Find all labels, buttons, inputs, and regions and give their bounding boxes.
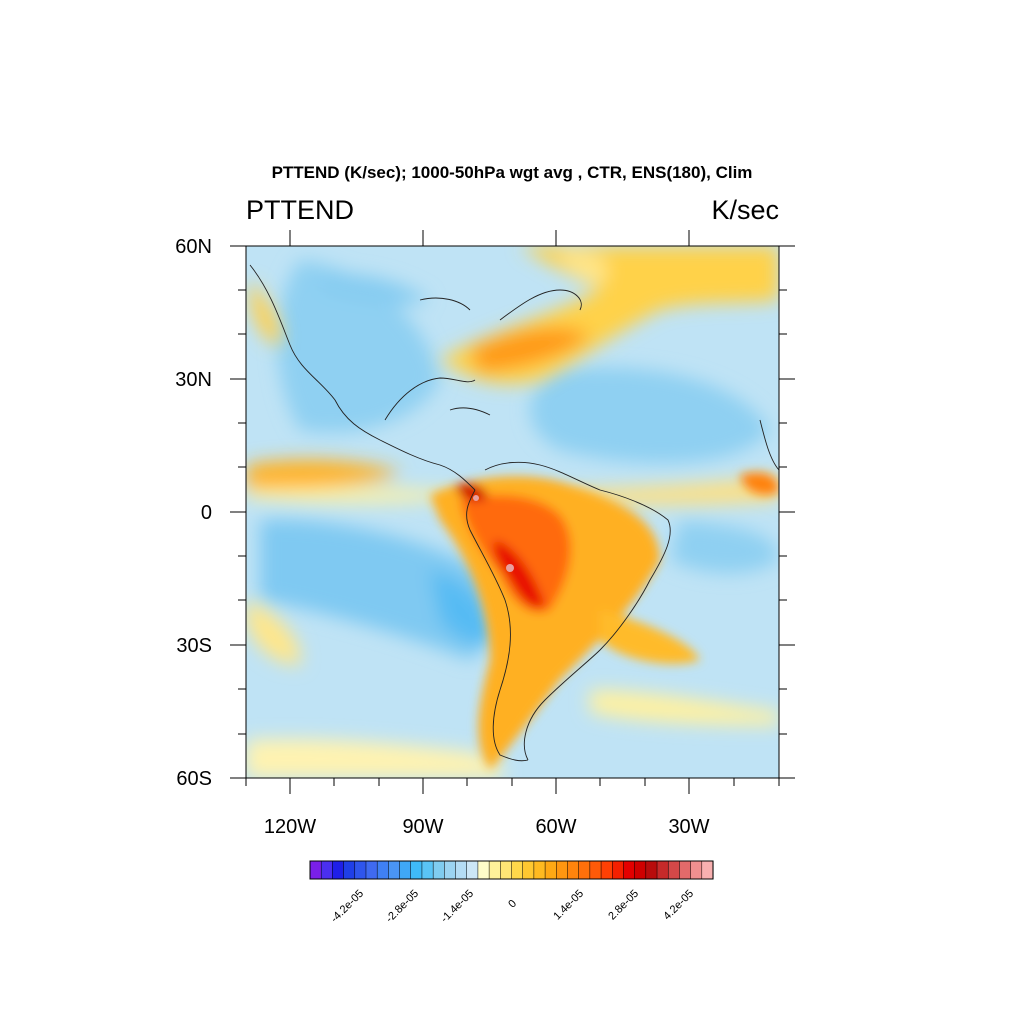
colorbar-box	[477, 860, 490, 880]
lon-labels: 120W 90W 60W 30W	[264, 816, 710, 838]
positive-regions	[246, 246, 779, 778]
peak-marker	[473, 495, 479, 501]
colorbar-box	[589, 860, 602, 880]
lat-label-60n: 60N	[175, 236, 212, 258]
lat-label-eq: 0	[201, 502, 212, 524]
colorbar-box	[309, 860, 322, 880]
colorbar-box	[544, 860, 557, 880]
colorbar-box	[656, 860, 669, 880]
colorbar-box	[455, 860, 468, 880]
colorbar-box	[432, 860, 445, 880]
colorbar-box	[488, 860, 501, 880]
lon-label-90w: 90W	[402, 816, 443, 838]
negative-regions	[260, 260, 779, 660]
colorbar-box	[500, 860, 513, 880]
colorbar-box	[466, 860, 479, 880]
lon-label-60w: 60W	[535, 816, 576, 838]
colorbar-box	[354, 860, 367, 880]
right-string: K/sec	[711, 195, 779, 225]
colorbar-label: -4.2e-05	[329, 888, 366, 925]
frame-ticks	[230, 230, 795, 794]
colorbar-label: 1.4e-05	[551, 888, 586, 923]
colorbar-labels: -4.2e-05 -2.8e-05 -1.4e-05 0 1.4e-05 2.8…	[329, 888, 696, 925]
colorbar-frame	[309, 860, 714, 880]
colorbar-box	[320, 860, 333, 880]
colorbar-label: -1.4e-05	[439, 888, 476, 925]
colorbar-box	[522, 860, 535, 880]
colorbar-box	[645, 860, 658, 880]
colorbar-box	[600, 860, 613, 880]
lat-label-30n: 30N	[175, 369, 212, 391]
colorbar-box	[376, 860, 389, 880]
map-field	[246, 246, 779, 778]
left-string: PTTEND	[246, 195, 354, 225]
colorbar-label: 2.8e-05	[606, 888, 641, 923]
colorbar-box	[410, 860, 423, 880]
colorbar-box	[399, 860, 412, 880]
colorbar-box	[634, 860, 647, 880]
colorbar-box	[332, 860, 345, 880]
colorbar-box	[365, 860, 378, 880]
colorbar-box	[444, 860, 457, 880]
map-frame	[230, 230, 795, 794]
colorbar-box	[343, 860, 356, 880]
lon-label-30w: 30W	[668, 816, 709, 838]
lat-label-30s: 30S	[176, 635, 212, 657]
colorbar-box	[679, 860, 692, 880]
south-america-heating	[430, 472, 779, 770]
lat-labels: 60N 30N 0 30S 60S	[175, 236, 212, 790]
colorbar-box	[567, 860, 580, 880]
colorbar-box	[701, 860, 714, 880]
colorbar-box	[667, 860, 680, 880]
colorbar-box	[623, 860, 636, 880]
lon-label-120w: 120W	[264, 816, 316, 838]
colorbar-box	[612, 860, 624, 880]
colorbar-box	[388, 860, 401, 880]
colorbar-label: 4.2e-05	[661, 888, 696, 923]
coastlines	[249, 264, 779, 762]
colorbar-label: 0	[506, 898, 519, 911]
colorbar-box	[421, 860, 434, 880]
colorbar-box	[533, 860, 546, 880]
colorbar-box	[511, 860, 524, 880]
lat-label-60s: 60S	[176, 768, 212, 790]
colorbar-box	[578, 860, 591, 880]
colorbar-box	[690, 860, 703, 880]
map-title: PTTEND (K/sec); 1000-50hPa wgt avg , CTR…	[272, 163, 753, 182]
colorbar-label: -2.8e-05	[384, 888, 421, 925]
colorbar	[309, 860, 714, 880]
colorbar-box	[556, 860, 569, 880]
peak-marker	[506, 564, 514, 572]
